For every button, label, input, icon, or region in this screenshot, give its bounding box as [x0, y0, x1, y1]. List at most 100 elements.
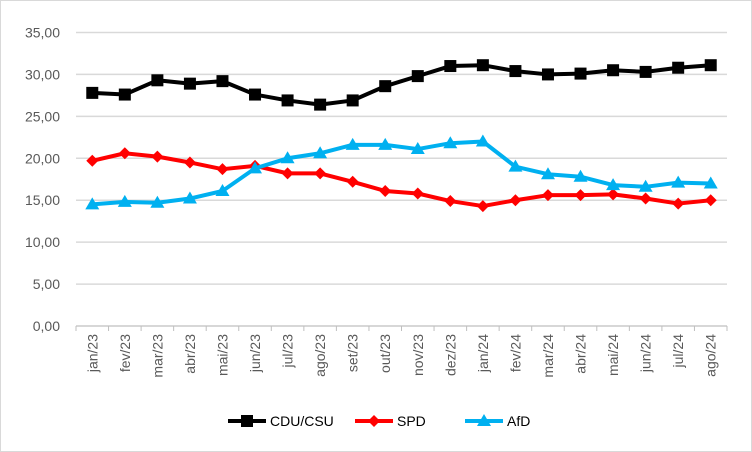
data-point: [280, 151, 295, 164]
x-tick-label: mai/24: [605, 334, 621, 376]
data-point: [216, 163, 229, 176]
y-tick-label: 0,00: [33, 318, 60, 334]
y-tick-label: 30,00: [25, 66, 60, 82]
legend-label: SPD: [397, 413, 426, 429]
data-point: [574, 67, 587, 80]
data-point: [379, 184, 392, 197]
data-point: [411, 187, 424, 200]
data-point: [378, 137, 393, 150]
y-tick-label: 20,00: [25, 150, 60, 166]
x-tick-label: fev/23: [117, 334, 133, 372]
legend-label: CDU/CSU: [270, 413, 334, 429]
data-point: [475, 134, 490, 147]
data-point: [607, 64, 620, 77]
data-point: [540, 167, 555, 180]
x-tick-label: jan/24: [475, 334, 491, 373]
x-tick-label: ago/23: [312, 334, 328, 377]
x-tick-label: jun/24: [638, 334, 654, 373]
data-point: [215, 183, 230, 196]
x-tick-label: fev/24: [507, 334, 523, 372]
data-point: [444, 60, 457, 73]
data-point: [703, 176, 718, 189]
legend-marker: [477, 414, 491, 426]
x-tick-label: jul/23: [280, 334, 296, 369]
data-point: [118, 147, 131, 160]
data-point: [444, 195, 457, 208]
data-point: [85, 197, 100, 210]
legend-item: CDU/CSU: [228, 413, 334, 429]
data-point: [573, 169, 588, 182]
data-point: [346, 94, 359, 107]
data-point: [151, 150, 164, 163]
x-tick-label: jul/24: [670, 334, 686, 369]
data-point: [313, 146, 328, 159]
x-tick-label: abr/24: [573, 334, 589, 374]
data-point: [314, 167, 327, 180]
data-point: [672, 197, 685, 210]
data-point: [541, 189, 554, 202]
data-point: [476, 200, 489, 213]
y-tick-label: 10,00: [25, 234, 60, 250]
x-tick-label: out/23: [377, 334, 393, 373]
series-cducsu: [86, 59, 717, 111]
x-tick-label: nov/23: [410, 334, 426, 376]
data-point: [379, 80, 392, 93]
legend-marker: [368, 415, 380, 427]
y-tick-label: 25,00: [25, 108, 60, 124]
data-point: [509, 65, 522, 78]
x-tick-label: jan/23: [84, 334, 100, 373]
data-point: [672, 61, 685, 74]
data-point: [249, 88, 262, 101]
x-tick-label: jun/23: [247, 334, 263, 373]
y-tick-label: 15,00: [25, 192, 60, 208]
data-point: [541, 68, 554, 81]
data-point: [638, 179, 653, 192]
x-tick-label: mar/23: [149, 334, 165, 378]
data-point: [346, 175, 359, 188]
x-tick-label: abr/23: [182, 334, 198, 374]
data-point: [345, 137, 360, 150]
legend-marker: [241, 415, 253, 427]
x-tick-label: set/23: [345, 334, 361, 372]
x-tick-label: ago/24: [703, 334, 719, 377]
data-point: [671, 175, 686, 188]
data-point: [183, 77, 196, 90]
data-point: [639, 192, 652, 205]
data-point: [86, 154, 99, 167]
data-point: [117, 194, 132, 207]
legend-item: SPD: [355, 413, 426, 429]
data-point: [151, 74, 164, 87]
data-point: [411, 70, 424, 83]
data-point: [443, 136, 458, 149]
data-point: [639, 65, 652, 78]
data-point: [704, 194, 717, 207]
data-point: [281, 167, 294, 180]
data-point: [410, 142, 425, 155]
data-point: [86, 86, 99, 99]
y-tick-label: 5,00: [33, 276, 60, 292]
legend-item: AfD: [465, 413, 530, 429]
x-tick-label: mar/24: [540, 334, 556, 378]
legend-label: AfD: [507, 413, 530, 429]
data-point: [118, 88, 131, 101]
data-point: [216, 75, 229, 88]
data-point: [182, 191, 197, 204]
x-tick-label: mai/23: [214, 334, 230, 376]
data-point: [606, 178, 621, 191]
data-point: [183, 156, 196, 169]
y-tick-label: 35,00: [25, 25, 60, 41]
series-afd: [85, 134, 718, 210]
data-point: [476, 59, 489, 72]
data-point: [574, 189, 587, 202]
data-point: [509, 194, 522, 207]
x-tick-label: dez/23: [442, 334, 458, 376]
data-point: [314, 98, 327, 111]
series-spd: [86, 147, 717, 213]
data-point: [508, 159, 523, 172]
series-line: [92, 139, 711, 207]
data-point: [281, 94, 294, 107]
data-point: [150, 195, 165, 208]
data-point: [248, 161, 263, 174]
